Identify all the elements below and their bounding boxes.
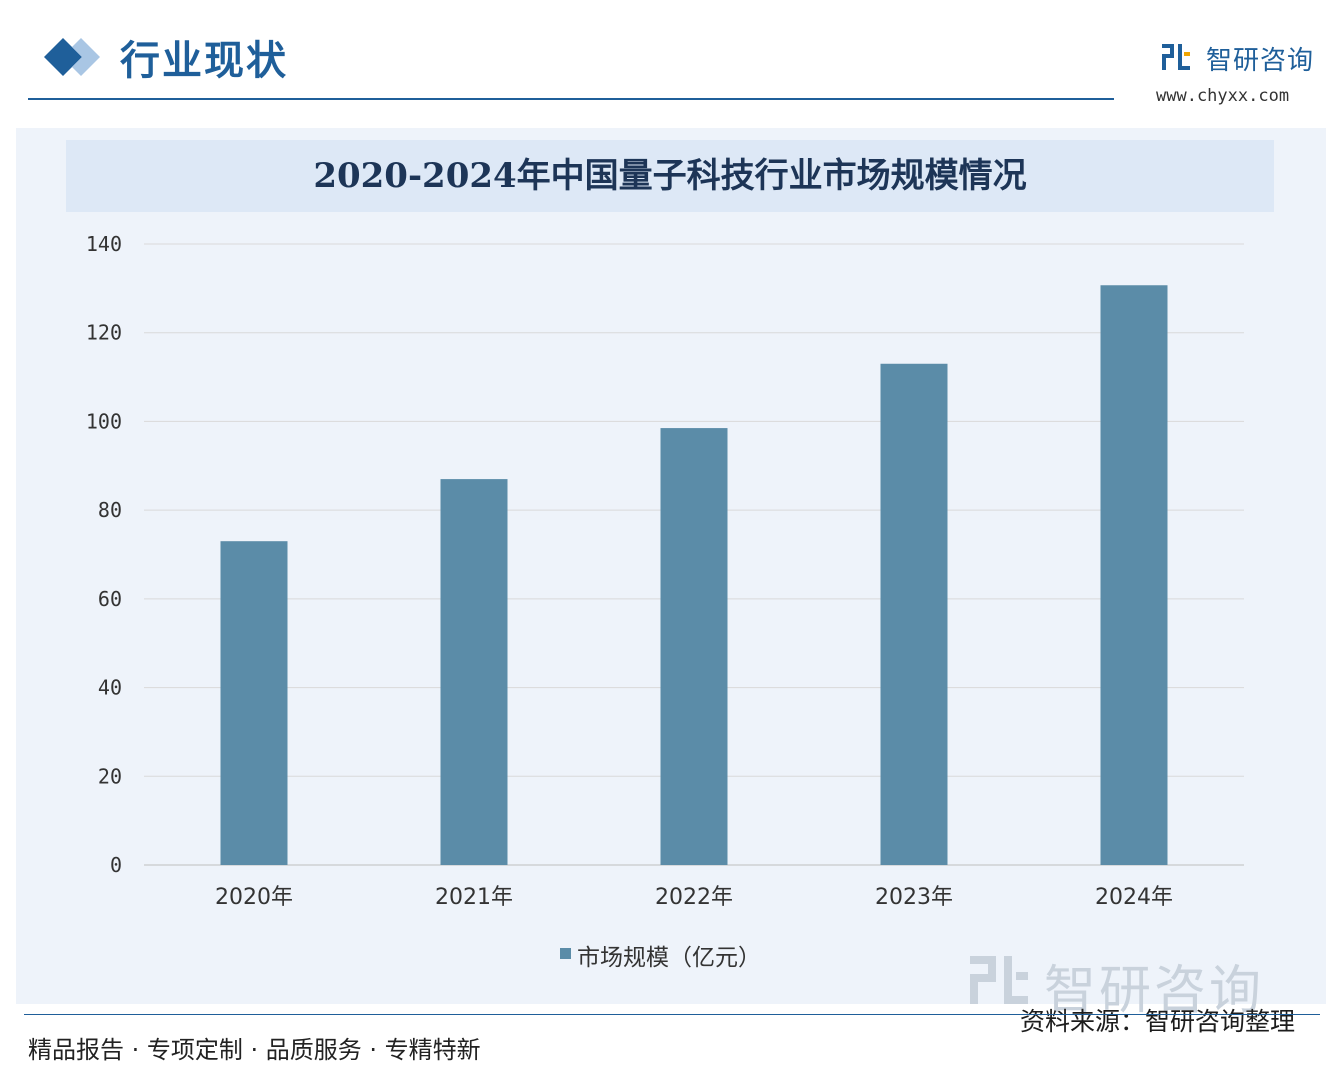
legend-label: 市场规模（亿元）: [577, 945, 761, 971]
brand-name: 智研咨询: [1206, 46, 1315, 76]
watermark-name: 智研咨询: [1044, 961, 1265, 1021]
brand: 智研咨询: [1160, 40, 1320, 76]
source-note: 资料来源：智研咨询整理: [1020, 1007, 1296, 1036]
y-tick-label: 40: [98, 676, 122, 700]
y-tick-label: 140: [86, 232, 122, 256]
footer-divider: [24, 1014, 1320, 1015]
x-tick-label: 2021年: [435, 885, 513, 910]
y-tick-label: 80: [98, 498, 122, 522]
diamond-icon: [44, 38, 100, 76]
x-tick-label: 2020年: [215, 885, 293, 910]
footer-slogan: 精品报告 · 专项定制 · 品质服务 · 专精特新: [28, 1036, 481, 1064]
legend-swatch: [560, 948, 571, 959]
y-tick-label: 120: [86, 321, 122, 345]
section-title: 行业现状: [120, 38, 288, 84]
x-tick-label: 2022年: [655, 885, 733, 910]
chart-title-band: [66, 140, 1274, 212]
y-tick-label: 100: [86, 409, 122, 433]
bars-layer: [220, 285, 1168, 865]
x-tick-label: 2023年: [875, 885, 953, 910]
chart-title: 2020-2024年中国量子科技行业市场规模情况: [313, 156, 1027, 196]
watermark-logo-icon: [970, 956, 1028, 1004]
bar: [880, 363, 948, 865]
y-tick-labels: 0 20 40 60 80 100 120 140: [86, 232, 122, 877]
header-divider: [28, 98, 1114, 100]
bar: [220, 541, 288, 865]
header: 行业现状 智研咨询 www.chyxx.com: [0, 0, 1342, 110]
y-tick-label: 0: [110, 853, 122, 877]
bar: [660, 428, 728, 865]
y-tick-label: 20: [98, 764, 122, 788]
bar: [440, 479, 508, 865]
y-tick-label: 60: [98, 587, 122, 611]
brand-url: www.chyxx.com: [1156, 86, 1290, 106]
x-tick-label: 2024年: [1095, 885, 1173, 910]
x-tick-labels: 2020年 2021年 2022年 2023年 2024年: [215, 885, 1173, 910]
bar: [1100, 285, 1168, 865]
brand-logo-icon: [1162, 44, 1190, 70]
